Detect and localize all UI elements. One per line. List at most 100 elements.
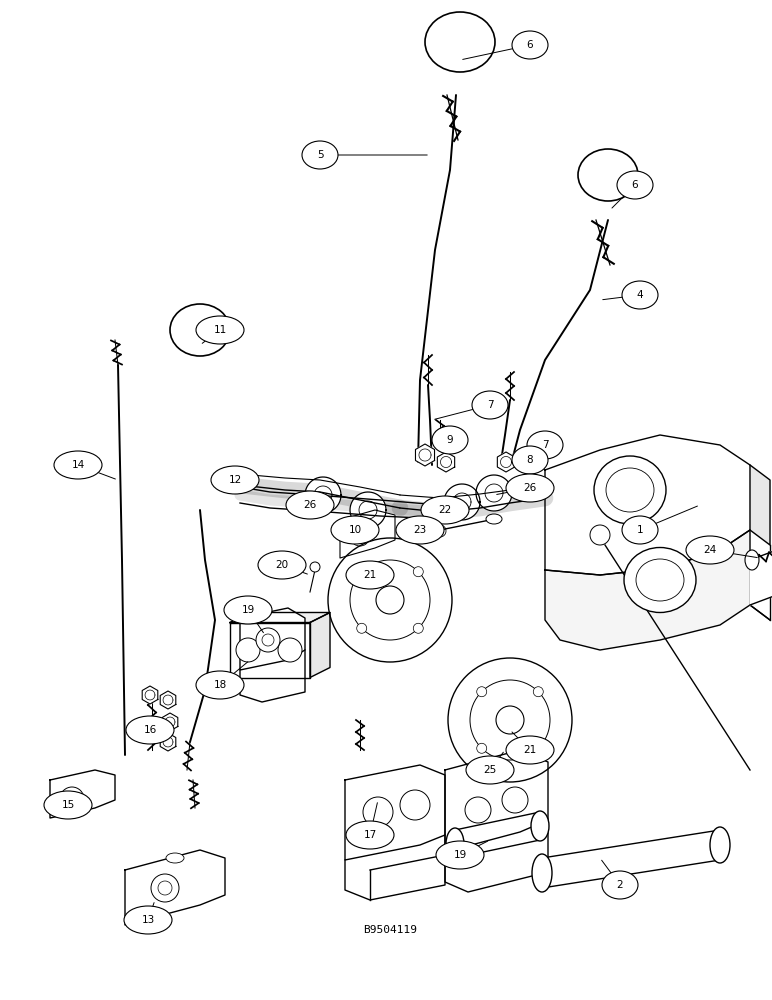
- Polygon shape: [310, 612, 330, 678]
- Text: 26: 26: [303, 500, 317, 510]
- Text: 20: 20: [276, 560, 289, 570]
- Polygon shape: [305, 477, 341, 513]
- Ellipse shape: [196, 316, 244, 344]
- Text: 23: 23: [413, 525, 427, 535]
- Text: 16: 16: [144, 725, 157, 735]
- Text: 21: 21: [523, 745, 537, 755]
- Polygon shape: [340, 510, 395, 558]
- Ellipse shape: [472, 391, 508, 419]
- Text: 11: 11: [213, 325, 227, 335]
- Circle shape: [151, 874, 179, 902]
- Polygon shape: [415, 444, 435, 466]
- Polygon shape: [162, 713, 178, 731]
- Text: 8: 8: [527, 455, 533, 465]
- Text: 26: 26: [523, 483, 537, 493]
- Ellipse shape: [224, 596, 272, 624]
- Polygon shape: [240, 608, 305, 670]
- Text: 1: 1: [637, 525, 643, 535]
- Ellipse shape: [512, 31, 548, 59]
- Text: 25: 25: [483, 765, 496, 775]
- Ellipse shape: [594, 456, 666, 524]
- Circle shape: [502, 787, 528, 813]
- Text: 6: 6: [631, 180, 638, 190]
- Text: 13: 13: [141, 915, 154, 925]
- Ellipse shape: [527, 431, 563, 459]
- Text: 14: 14: [71, 460, 85, 470]
- Polygon shape: [230, 612, 330, 622]
- Text: 6: 6: [527, 40, 533, 50]
- Text: 9: 9: [447, 435, 453, 445]
- Ellipse shape: [126, 716, 174, 744]
- Polygon shape: [542, 830, 720, 888]
- Text: 10: 10: [348, 525, 361, 535]
- Ellipse shape: [531, 811, 549, 841]
- Circle shape: [533, 743, 543, 753]
- Ellipse shape: [54, 451, 102, 479]
- Polygon shape: [545, 435, 750, 575]
- Polygon shape: [750, 465, 770, 545]
- Ellipse shape: [432, 426, 468, 454]
- Polygon shape: [445, 750, 548, 852]
- Ellipse shape: [710, 827, 730, 863]
- Circle shape: [310, 562, 320, 572]
- Text: 19: 19: [453, 850, 466, 860]
- Circle shape: [413, 567, 423, 577]
- Ellipse shape: [745, 550, 759, 570]
- Ellipse shape: [436, 841, 484, 869]
- Text: 7: 7: [542, 440, 548, 450]
- Ellipse shape: [396, 516, 444, 544]
- Ellipse shape: [124, 906, 172, 934]
- Polygon shape: [476, 475, 512, 511]
- Ellipse shape: [258, 551, 306, 579]
- Text: 4: 4: [637, 290, 643, 300]
- Circle shape: [448, 658, 572, 782]
- Ellipse shape: [622, 281, 658, 309]
- Ellipse shape: [211, 466, 259, 494]
- Ellipse shape: [425, 12, 495, 72]
- Ellipse shape: [346, 821, 394, 849]
- Text: 18: 18: [213, 680, 227, 690]
- Text: 22: 22: [438, 505, 452, 515]
- Circle shape: [465, 797, 491, 823]
- Polygon shape: [50, 770, 115, 818]
- Polygon shape: [161, 691, 176, 709]
- Text: 5: 5: [317, 150, 323, 160]
- Circle shape: [278, 638, 302, 662]
- Circle shape: [413, 623, 423, 633]
- Ellipse shape: [446, 828, 464, 860]
- Circle shape: [236, 638, 260, 662]
- Ellipse shape: [286, 491, 334, 519]
- Ellipse shape: [466, 756, 514, 784]
- Text: 24: 24: [703, 545, 716, 555]
- Text: B9504119: B9504119: [363, 925, 417, 935]
- Circle shape: [590, 525, 610, 545]
- Circle shape: [400, 790, 430, 820]
- Polygon shape: [497, 452, 515, 472]
- Ellipse shape: [617, 171, 653, 199]
- Ellipse shape: [331, 516, 379, 544]
- Polygon shape: [438, 452, 455, 472]
- Circle shape: [256, 628, 280, 652]
- Circle shape: [363, 797, 393, 827]
- Ellipse shape: [602, 871, 638, 899]
- Polygon shape: [125, 850, 225, 925]
- Text: 15: 15: [62, 800, 75, 810]
- Ellipse shape: [624, 548, 696, 612]
- Ellipse shape: [166, 853, 184, 863]
- Ellipse shape: [170, 304, 230, 356]
- Ellipse shape: [506, 474, 554, 502]
- Polygon shape: [455, 812, 540, 858]
- Ellipse shape: [302, 141, 338, 169]
- Ellipse shape: [44, 791, 92, 819]
- Text: 12: 12: [229, 475, 242, 485]
- Circle shape: [477, 687, 486, 697]
- Ellipse shape: [622, 516, 658, 544]
- Text: 19: 19: [242, 605, 255, 615]
- Polygon shape: [345, 765, 445, 860]
- Text: 7: 7: [486, 400, 493, 410]
- Polygon shape: [444, 484, 480, 520]
- Polygon shape: [142, 686, 157, 704]
- Ellipse shape: [506, 736, 554, 764]
- Polygon shape: [750, 545, 772, 605]
- Ellipse shape: [486, 514, 502, 524]
